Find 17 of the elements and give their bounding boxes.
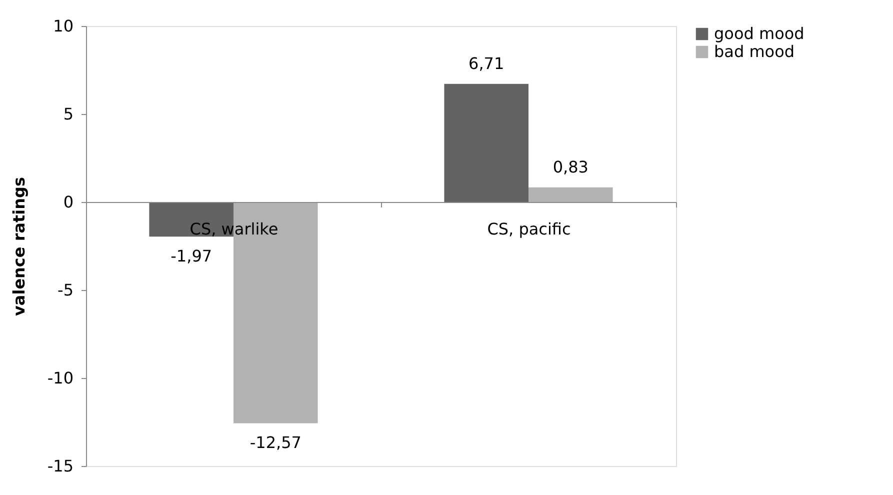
data-label: 6,71	[468, 54, 504, 73]
data-label: -12,57	[250, 433, 302, 452]
y-tick-label: -5	[58, 280, 74, 300]
y-tick-label: 0	[63, 192, 74, 212]
legend-label: good mood	[714, 24, 804, 43]
bar	[444, 84, 528, 202]
y-axis-title: valence ratings	[9, 176, 28, 316]
data-label: -1,97	[170, 246, 212, 266]
x-tick-label: CS, pacific	[487, 220, 571, 238]
y-tick-label: -15	[47, 456, 74, 476]
y-tick-label: 5	[63, 104, 74, 124]
y-tick-label: 10	[53, 16, 74, 36]
x-tick-label: CS, warlike	[190, 220, 278, 238]
data-label: 0,83	[552, 157, 588, 176]
bar	[528, 187, 613, 202]
y-tick-label: -10	[47, 368, 74, 388]
legend-label: bad mood	[714, 42, 795, 61]
